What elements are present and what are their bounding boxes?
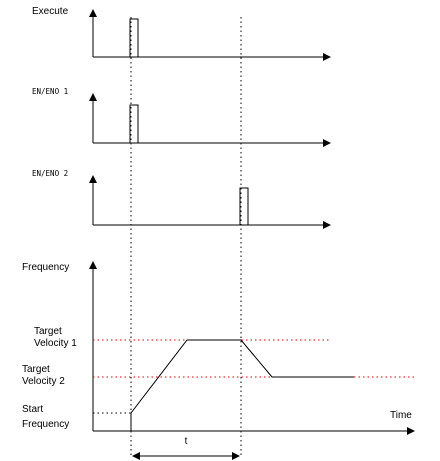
enable1-signal: EN/ENO 1 bbox=[32, 87, 331, 147]
start-frequency-label: Start Frequency bbox=[22, 404, 69, 430]
execute-label: Execute bbox=[32, 6, 69, 17]
execute-pulse bbox=[129, 18, 139, 58]
duration-label: t bbox=[185, 436, 188, 447]
enable1-label: EN/ENO 1 bbox=[32, 87, 68, 96]
velocity-curve bbox=[130, 339, 354, 431]
enable2-label: EN/ENO 2 bbox=[32, 169, 68, 178]
target-velocity-1-label: Target Velocity 1 bbox=[34, 326, 77, 349]
target-velocity-2-label: Target Velocity 2 bbox=[22, 364, 65, 387]
time-axis-label: Time bbox=[390, 410, 412, 421]
enable2-signal: EN/ENO 2 bbox=[32, 169, 331, 229]
frequency-profile: Frequency Time Target Velocity 1 Target … bbox=[22, 261, 416, 435]
enable2-pulse bbox=[239, 187, 249, 226]
duration-dimension: t bbox=[132, 436, 240, 460]
enable1-pulse bbox=[129, 104, 139, 144]
frequency-axis-label: Frequency bbox=[22, 262, 69, 273]
execute-signal: Execute bbox=[32, 6, 331, 61]
